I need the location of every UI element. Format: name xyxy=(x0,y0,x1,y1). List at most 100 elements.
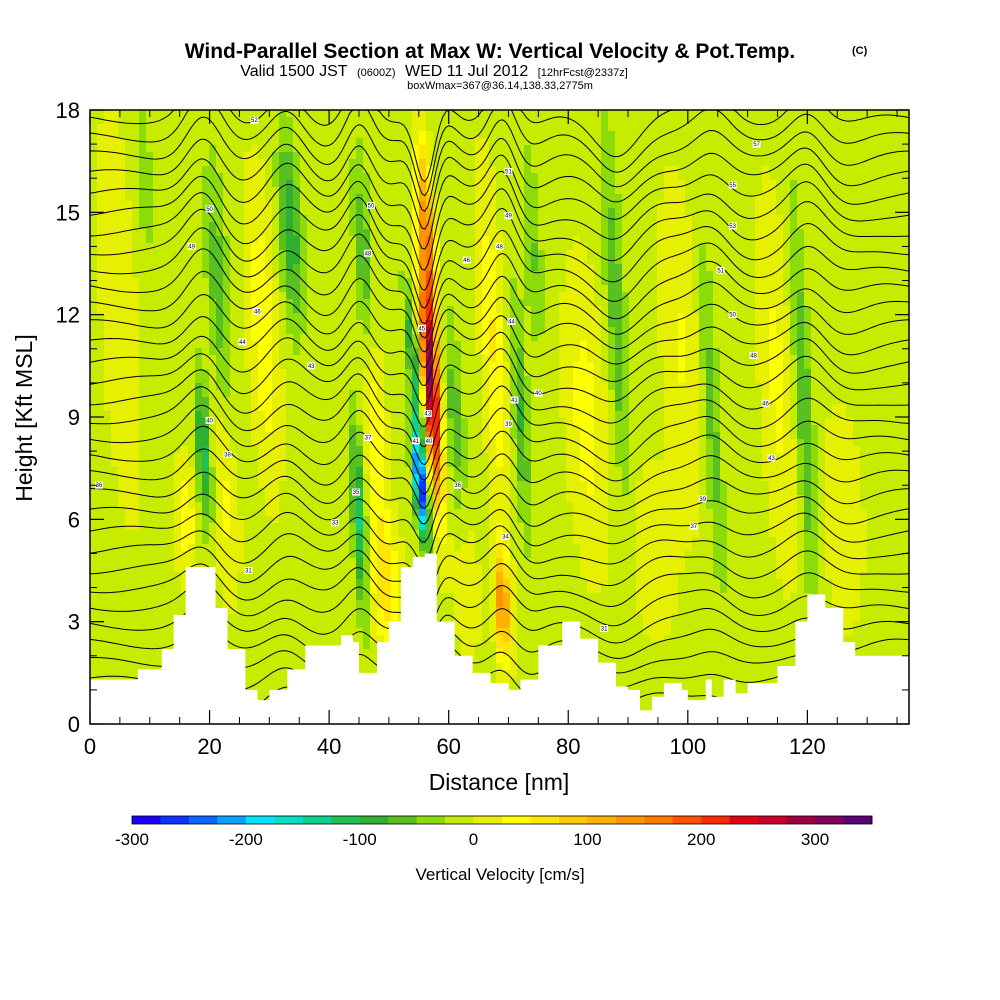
w-cell xyxy=(685,376,700,384)
w-cell xyxy=(370,432,385,440)
w-cell xyxy=(622,257,658,265)
w-cell xyxy=(391,523,399,531)
w-cell xyxy=(517,432,525,440)
w-cell xyxy=(216,558,245,566)
w-cell xyxy=(503,432,511,440)
w-cell xyxy=(496,607,511,615)
w-cell xyxy=(489,236,504,244)
w-cell xyxy=(713,495,721,503)
w-cell xyxy=(531,544,581,552)
w-cell xyxy=(517,355,525,363)
w-cell xyxy=(440,362,448,370)
w-cell xyxy=(804,495,812,503)
w-cell xyxy=(209,467,217,475)
w-cell xyxy=(538,334,560,342)
w-cell xyxy=(692,271,700,279)
w-cell xyxy=(531,257,539,265)
colorbar-tick-label: 300 xyxy=(801,830,829,849)
w-cell xyxy=(797,565,805,573)
w-cell xyxy=(440,201,476,209)
w-cell xyxy=(370,236,413,244)
w-cell xyxy=(804,278,910,286)
w-cell xyxy=(433,383,441,391)
w-cell xyxy=(447,334,455,342)
w-cell xyxy=(818,509,826,517)
w-cell xyxy=(97,285,140,293)
w-cell xyxy=(524,390,532,398)
w-cell xyxy=(370,313,406,321)
w-cell xyxy=(244,565,357,573)
w-cell xyxy=(594,418,609,426)
w-cell xyxy=(286,397,350,405)
w-cell xyxy=(349,418,357,426)
w-cell xyxy=(657,264,693,272)
w-cell xyxy=(762,173,770,181)
w-cell xyxy=(279,292,287,300)
w-cell xyxy=(363,516,371,524)
w-cell xyxy=(629,334,658,342)
contour-label: 43 xyxy=(423,410,432,418)
w-cell xyxy=(209,460,217,468)
w-cell xyxy=(363,285,371,293)
w-cell xyxy=(286,327,308,335)
w-cell xyxy=(139,488,175,496)
w-cell xyxy=(356,516,364,524)
w-cell xyxy=(524,348,560,356)
w-cell xyxy=(447,411,462,419)
w-cell xyxy=(412,264,420,272)
w-cell xyxy=(825,558,868,566)
w-cell xyxy=(629,411,665,419)
w-cell xyxy=(699,488,707,496)
w-cell xyxy=(699,362,707,370)
w-cell xyxy=(783,418,791,426)
w-cell xyxy=(363,565,371,573)
w-cell xyxy=(90,425,112,433)
w-cell xyxy=(664,439,700,447)
w-cell xyxy=(496,348,504,356)
w-cell xyxy=(391,467,413,475)
w-cell xyxy=(804,467,812,475)
w-cell xyxy=(496,460,504,468)
w-cell xyxy=(783,586,798,594)
w-cell xyxy=(230,369,252,377)
w-cell xyxy=(482,334,490,342)
w-cell xyxy=(412,299,420,307)
w-cell xyxy=(447,348,462,356)
w-cell xyxy=(601,271,609,279)
w-cell xyxy=(573,369,595,377)
w-cell xyxy=(573,516,609,524)
w-cell xyxy=(496,250,504,258)
w-cell xyxy=(244,558,357,566)
w-cell xyxy=(426,481,434,489)
w-cell xyxy=(496,558,504,566)
w-cell xyxy=(279,208,287,216)
contour-label-text: 51 xyxy=(717,268,724,274)
w-cell xyxy=(405,558,420,566)
w-cell xyxy=(181,446,189,454)
w-cell xyxy=(601,257,609,265)
w-cell xyxy=(783,362,791,370)
w-cell xyxy=(419,523,427,531)
contour-label-text: 37 xyxy=(365,435,372,441)
w-cell xyxy=(531,523,574,531)
w-cell xyxy=(349,208,357,216)
w-cell xyxy=(216,460,238,468)
w-cell xyxy=(517,397,525,405)
w-cell xyxy=(419,383,427,391)
w-cell xyxy=(139,404,196,412)
w-cell xyxy=(419,334,427,342)
contour-label-text: 51 xyxy=(505,169,512,175)
w-cell xyxy=(384,495,392,503)
w-cell xyxy=(720,397,763,405)
w-cell xyxy=(720,467,763,475)
w-cell xyxy=(804,334,812,342)
w-cell xyxy=(405,418,413,426)
w-cell xyxy=(125,166,140,174)
w-cell xyxy=(685,558,714,566)
w-cell xyxy=(433,145,476,153)
w-cell xyxy=(797,306,805,314)
w-cell xyxy=(510,537,525,545)
w-cell xyxy=(384,523,392,531)
w-cell xyxy=(657,236,693,244)
